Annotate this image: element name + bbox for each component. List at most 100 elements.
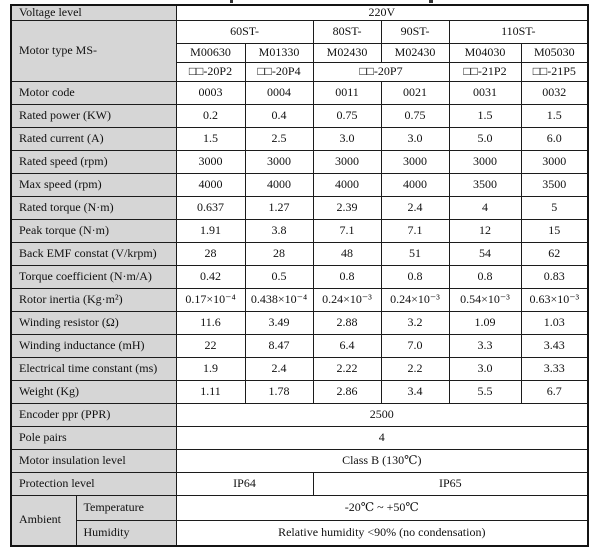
spec-value: 28: [244, 241, 314, 266]
table-row: Motor insulation level Class B (130℃): [10, 448, 589, 473]
spec-value: 0.4: [244, 103, 314, 128]
spec-value: 0032: [520, 80, 589, 105]
spec-value: 11.6: [175, 310, 246, 335]
spec-value: 6.4: [312, 333, 382, 358]
spec-value: 1.9: [175, 356, 246, 381]
row-label: Weight (Kg): [10, 379, 177, 404]
spec-value: 4: [448, 195, 522, 220]
spec-value: 3000: [175, 149, 246, 174]
spec-value: 3000: [244, 149, 314, 174]
series-90st: 90ST-: [380, 19, 450, 44]
table-row: Motor code 0003 0004 0011 0021 0031 0032: [10, 80, 589, 105]
spec-value: 3.49: [244, 310, 314, 335]
clipped-title-fragment: [230, 0, 233, 3]
spec-value: 51: [380, 241, 450, 266]
row-label: Torque coefficient (N·m/A): [10, 264, 177, 289]
table-row: Pole pairs 4: [10, 425, 589, 450]
protection-ip65: IP65: [312, 471, 589, 496]
row-label: Winding resistor (Ω): [10, 310, 177, 335]
spec-value: 6.7: [520, 379, 589, 404]
spec-value: 1.09: [448, 310, 522, 335]
voltage-value: 220V: [175, 4, 589, 21]
table-row: Torque coefficient (N·m/A) 0.42 0.5 0.8 0.8 0…: [10, 264, 589, 289]
designation-cell: □□-20P4: [244, 61, 314, 82]
spec-value: 7.0: [380, 333, 450, 358]
spec-value: 2.22: [312, 356, 382, 381]
spec-value: 0.24×10⁻³: [380, 287, 450, 312]
spec-value: 3.3: [448, 333, 522, 358]
row-label-humidity: Humidity: [75, 519, 177, 547]
header-block: Voltage level 220V Motor type MS- 60ST- …: [10, 4, 589, 82]
protection-ip64: IP64: [175, 471, 314, 496]
table-row: Peak torque (N·m) 1.91 3.8 7.1 7.1 12 15: [10, 218, 589, 243]
spec-value: 3500: [520, 172, 589, 197]
row-label-voltage-level: Voltage level: [10, 4, 177, 21]
table-row: Protection level IP64 IP65: [10, 471, 589, 496]
spec-value: 1.03: [520, 310, 589, 335]
spec-value: 0.8: [380, 264, 450, 289]
spec-value: 6.0: [520, 126, 589, 151]
designation-cell: □□-21P2: [448, 61, 522, 82]
spec-value: 0.75: [312, 103, 382, 128]
spec-value: 2.2: [380, 356, 450, 381]
designation-cell: □□-20P7: [312, 61, 450, 82]
spec-value: 3.0: [312, 126, 382, 151]
table-row: Rated current (A) 1.5 2.5 3.0 3.0 5.0 6.0: [10, 126, 589, 151]
spec-value: 2.86: [312, 379, 382, 404]
table-row: Winding resistor (Ω) 11.6 3.49 2.88 3.2 1.09 1…: [10, 310, 589, 335]
spec-value: 15: [520, 218, 589, 243]
row-label-temperature: Temperature: [75, 494, 177, 521]
footer-block: Encoder ppr (PPR) 2500 Pole pairs 4 Moto…: [10, 402, 589, 547]
table-row: Rotor inertia (Kg·m²) 0.17×10⁻⁴ 0.438×10⁻⁴…: [10, 287, 589, 312]
series-80st: 80ST-: [312, 19, 382, 44]
spec-value: 3.0: [380, 126, 450, 151]
table-row: Weight (Kg) 1.11 1.78 2.86 3.4 5.5 6.7: [10, 379, 589, 404]
spec-value: 1.5: [448, 103, 522, 128]
spec-value: 0.63×10⁻³: [520, 287, 589, 312]
spec-value: 12: [448, 218, 522, 243]
spec-value: 3000: [312, 149, 382, 174]
spec-value: 3500: [448, 172, 522, 197]
spec-value: 0031: [448, 80, 522, 105]
model-cell: M02430: [380, 42, 450, 63]
row-label: Motor code: [10, 80, 177, 105]
spec-value: 4000: [312, 172, 382, 197]
table-row: Motor type MS- 60ST- 80ST- 90ST- 110ST-: [10, 19, 589, 82]
spec-value: 1.27: [244, 195, 314, 220]
spec-value: 54: [448, 241, 522, 266]
spec-value: 2.39: [312, 195, 382, 220]
spec-value: 0.75: [380, 103, 450, 128]
model-cell: M01330: [244, 42, 314, 63]
row-label: Rated speed (rpm): [10, 149, 177, 174]
series-110st: 110ST-: [448, 19, 589, 44]
row-label: Rated power (KW): [10, 103, 177, 128]
spec-value: 0.2: [175, 103, 246, 128]
spec-value: 1.5: [520, 103, 589, 128]
table-row: Rated speed (rpm) 3000 3000 3000 3000 3000 300…: [10, 149, 589, 174]
table-row: Ambient Temperature -20℃ ~ +50℃: [10, 494, 589, 547]
motor-spec-table: Voltage level 220V Motor type MS- 60ST- …: [10, 4, 590, 547]
row-label: Max speed (rpm): [10, 172, 177, 197]
spec-value: 0.24×10⁻³: [312, 287, 382, 312]
series-60st: 60ST-: [175, 19, 314, 44]
row-label: Peak torque (N·m): [10, 218, 177, 243]
spec-value: 1.11: [175, 379, 246, 404]
table-row: M00630 M01330 M02430 M02430 M04030 M0503…: [11, 42, 589, 63]
spec-value: 0003: [175, 80, 246, 105]
spec-value: 5: [520, 195, 589, 220]
spec-value: 3000: [380, 149, 450, 174]
spec-value: 2.88: [312, 310, 382, 335]
designation-cell: □□-21P5: [520, 61, 589, 82]
temperature-value: -20℃ ~ +50℃: [175, 494, 589, 521]
table-row: Encoder ppr (PPR) 2500: [10, 402, 589, 427]
spec-value: 62: [520, 241, 589, 266]
row-label-pole-pairs: Pole pairs: [10, 425, 177, 450]
pole-pairs-value: 4: [175, 425, 589, 450]
spec-value: 0.8: [312, 264, 382, 289]
model-cell: M04030: [448, 42, 522, 63]
model-cell: M02430: [312, 42, 382, 63]
spec-value: 3.43: [520, 333, 589, 358]
spec-value: 7.1: [312, 218, 382, 243]
table-row: Humidity Relative humidity <90% (no cond…: [11, 519, 589, 547]
model-cell: M05030: [520, 42, 589, 63]
